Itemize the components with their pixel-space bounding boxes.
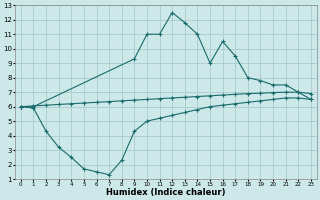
X-axis label: Humidex (Indice chaleur): Humidex (Indice chaleur) (106, 188, 226, 197)
